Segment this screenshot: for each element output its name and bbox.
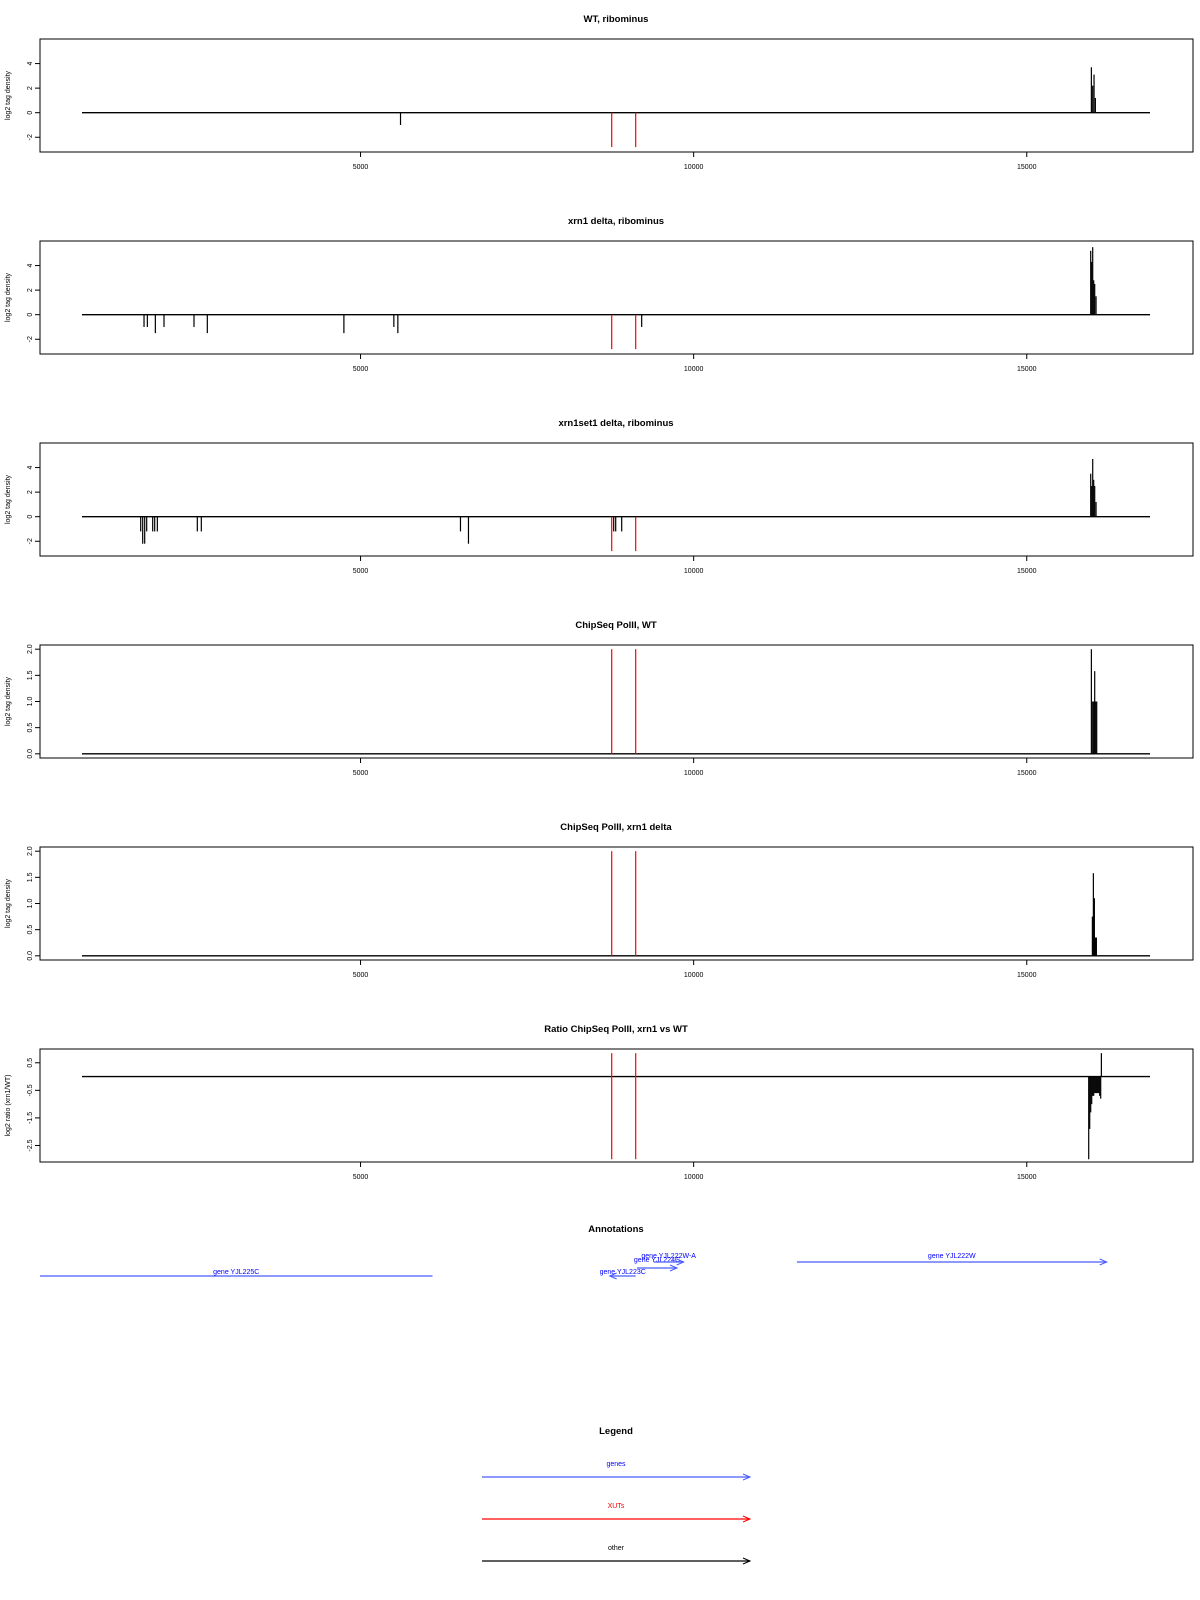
gene-label: gene YJL222W [928, 1253, 976, 1260]
plot-frame [39, 644, 1194, 759]
y-tick-label: -1.5 [27, 1112, 34, 1124]
track-panel-1: WT, ribominus -2 0 2 4 log2 tag density 5000 10… [5, 14, 1194, 171]
y-tick-label: 0.5 [27, 1058, 34, 1068]
plot-frame [39, 38, 1194, 153]
y-tick-label: 2.0 [27, 846, 34, 856]
x-tick-label: 5000 [353, 568, 369, 575]
x-tick-label: 5000 [353, 770, 369, 777]
y-axis-label: log2 tag density [5, 272, 12, 322]
x-tick-label: 10000 [684, 770, 704, 777]
y-tick-label: -2 [27, 134, 34, 140]
y-tick-label: 2 [27, 288, 34, 292]
y-axis-label: log2 tag density [5, 474, 12, 524]
x-tick-label: 15000 [1017, 770, 1037, 777]
y-tick-label: 1.0 [27, 899, 34, 909]
x-tick-label: 15000 [1017, 568, 1037, 575]
y-tick-label: 1.5 [27, 670, 34, 680]
y-tick-label: -2 [27, 538, 34, 544]
x-tick-label: 15000 [1017, 972, 1037, 979]
x-tick-label: 15000 [1017, 1174, 1037, 1181]
legend-arrowhead [742, 1515, 752, 1523]
y-tick-label: 0 [27, 111, 34, 115]
x-tick-label: 10000 [684, 1174, 704, 1181]
y-tick-label: -2 [27, 336, 34, 342]
gene-label: gene YJL224C [634, 1257, 680, 1264]
track-panel-2: xrn1 delta, ribominus -2 0 2 4 log2 tag densi… [5, 216, 1194, 373]
y-tick-label: 0 [27, 515, 34, 519]
legend: Legend genes XUTs other [482, 1426, 752, 1565]
x-tick-label: 10000 [684, 366, 704, 373]
plot-frame [39, 240, 1194, 355]
y-tick-label: 1.0 [27, 697, 34, 707]
y-tick-label: 4 [27, 62, 34, 66]
x-tick-label: 10000 [684, 972, 704, 979]
x-tick-label: 10000 [684, 568, 704, 575]
x-tick-label: 5000 [353, 1174, 369, 1181]
annotations-track: Annotations gene YJL225C gene YJL223C gene … [40, 1224, 1108, 1280]
plot-frame [39, 442, 1194, 557]
panel-title: ChipSeq PolII, WT [575, 620, 656, 631]
y-tick-label: 0.5 [27, 723, 34, 733]
gene-label: gene YJL223C [600, 1269, 646, 1276]
x-tick-label: 5000 [353, 972, 369, 979]
panel-title: xrn1set1 delta, ribominus [558, 418, 673, 429]
y-tick-label: 0.0 [27, 749, 34, 759]
legend-arrowhead [742, 1473, 752, 1481]
y-tick-label: 2 [27, 490, 34, 494]
y-tick-label: 4 [27, 466, 34, 470]
panel-title: ChipSeq PolII, xrn1 delta [560, 822, 672, 833]
panel-title: WT, ribominus [584, 14, 649, 25]
y-tick-label: -0.5 [27, 1084, 34, 1096]
panel-title: xrn1 delta, ribominus [568, 216, 664, 227]
y-axis-label: log2 tag density [5, 676, 12, 726]
y-axis-label: log2 tag density [5, 878, 12, 928]
y-tick-label: 0.5 [27, 925, 34, 935]
y-tick-label: 2.0 [27, 644, 34, 654]
x-tick-label: 5000 [353, 164, 369, 171]
arrowhead-left [608, 1272, 617, 1280]
y-axis-label: log2 tag density [5, 70, 12, 120]
legend-label-xut: XUTs [608, 1503, 625, 1510]
y-axis-label: log2 ratio (xrn1/WT) [5, 1075, 12, 1137]
legend-arrowhead [742, 1557, 752, 1565]
plot-frame [39, 846, 1194, 961]
arrowhead-right [1099, 1258, 1108, 1266]
arrowhead-right [676, 1258, 685, 1266]
x-tick-label: 15000 [1017, 164, 1037, 171]
y-tick-label: -2.5 [27, 1139, 34, 1151]
gene-label: gene YJL222W-A [641, 1253, 696, 1260]
legend-title: Legend [599, 1426, 633, 1437]
arrowhead-right [669, 1264, 679, 1272]
track-panel-3: xrn1set1 delta, ribominus -2 0 2 4 log2 tag d… [5, 418, 1194, 575]
y-tick-label: 1.5 [27, 872, 34, 882]
track-panel-4: ChipSeq PolII, WT 0.0 0.5 1.0 1.5 2.0 log2 tag… [5, 620, 1194, 777]
track-panel-5: ChipSeq PolII, xrn1 delta 0.0 0.5 1.0 1.5 2.0… [5, 822, 1194, 979]
x-tick-label: 15000 [1017, 366, 1037, 373]
gene-label: gene YJL225C [213, 1269, 259, 1276]
panel-title: Ratio ChipSeq PolII, xrn1 vs WT [544, 1024, 688, 1035]
annotations-title: Annotations [588, 1224, 643, 1235]
legend-label-other: other [608, 1545, 625, 1552]
x-tick-label: 5000 [353, 366, 369, 373]
y-tick-label: 0.0 [27, 951, 34, 961]
y-tick-label: 0 [27, 313, 34, 317]
track-panel-6: Ratio ChipSeq PolII, xrn1 vs WT -2.5 -1.5 -… [5, 1024, 1194, 1181]
y-tick-label: 2 [27, 86, 34, 90]
y-tick-label: 4 [27, 264, 34, 268]
plot-frame [39, 1048, 1194, 1163]
legend-label-gene: genes [606, 1461, 626, 1468]
x-tick-label: 10000 [684, 164, 704, 171]
